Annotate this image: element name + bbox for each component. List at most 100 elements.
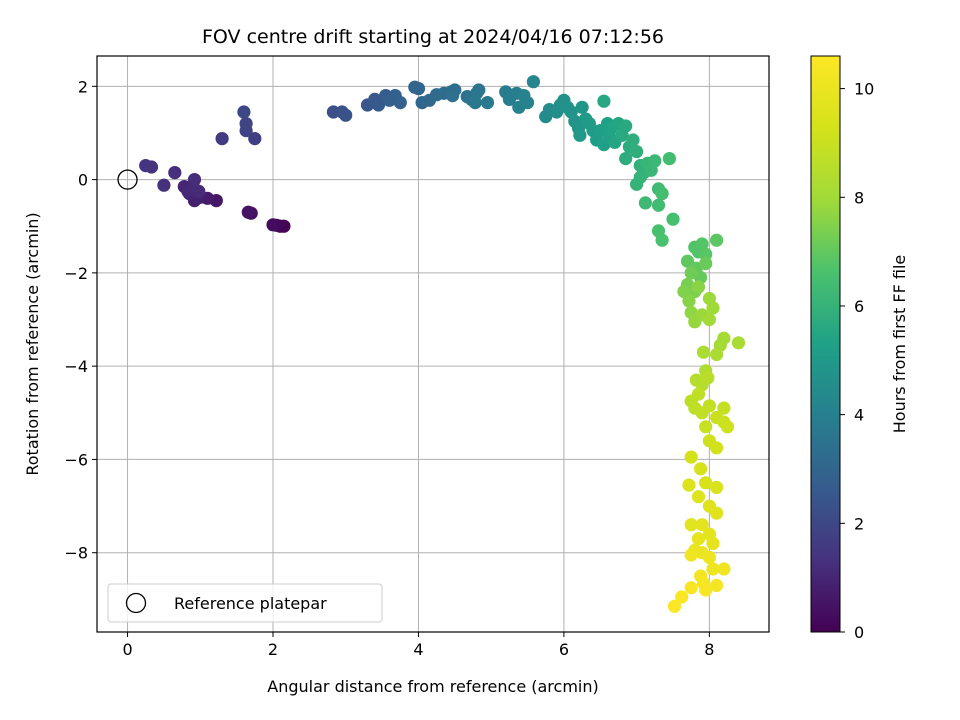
colorbar-ticks: 0 2 4 6 8 10 — [840, 80, 874, 642]
data-point — [702, 312, 717, 327]
data-point — [520, 96, 535, 110]
data-point — [684, 518, 698, 532]
data-point — [575, 100, 589, 114]
x-tick-label: 6 — [559, 640, 569, 659]
data-point — [682, 294, 696, 308]
data-point — [710, 441, 724, 455]
data-point — [699, 420, 713, 434]
data-point — [139, 159, 153, 173]
data-point — [731, 336, 746, 350]
data-point — [710, 506, 724, 520]
data-point — [662, 152, 677, 166]
data-point — [699, 476, 713, 490]
data-point — [619, 119, 633, 133]
plot-area — [97, 56, 769, 632]
legend: Reference platepar — [107, 583, 383, 623]
data-point — [684, 548, 698, 562]
data-point — [720, 420, 735, 434]
data-point — [446, 89, 460, 103]
y-tick-label: −6 — [64, 450, 88, 469]
data-point — [691, 490, 706, 504]
data-point — [695, 518, 709, 532]
y-tick-label: 2 — [78, 77, 88, 96]
data-point — [702, 399, 717, 413]
legend-label: Reference platepar — [174, 594, 327, 613]
x-tick-label: 8 — [704, 640, 714, 659]
y-tick-label: −4 — [64, 357, 88, 376]
data-points — [139, 75, 746, 613]
legend-marker-icon — [125, 592, 147, 614]
data-point — [626, 133, 640, 147]
plot-frame — [96, 55, 770, 633]
data-point — [710, 347, 724, 362]
data-point — [694, 462, 708, 476]
data-point — [684, 450, 698, 464]
x-tick-label: 0 — [122, 640, 132, 659]
grid-lines — [97, 56, 769, 632]
data-point — [573, 128, 587, 142]
y-tick-label: −2 — [64, 264, 88, 283]
data-point — [717, 331, 731, 345]
data-point — [651, 198, 666, 212]
data-point — [168, 166, 182, 180]
data-point — [619, 152, 633, 166]
data-point — [237, 105, 251, 119]
y-axis-ticks: −8 −6 −4 −2 0 2 — [64, 77, 97, 563]
data-point — [411, 82, 426, 96]
data-point — [702, 550, 717, 565]
data-point — [699, 583, 713, 597]
data-point — [699, 256, 713, 271]
data-point — [480, 96, 495, 110]
data-point — [684, 266, 698, 280]
data-point — [691, 532, 706, 546]
y-tick-label: 0 — [78, 171, 88, 190]
chart-title: FOV centre drift starting at 2024/04/16 … — [202, 26, 664, 48]
data-point — [187, 173, 202, 187]
data-point — [638, 196, 653, 210]
data-point — [215, 132, 229, 146]
data-point — [706, 562, 720, 576]
colorbar-tick-label: 4 — [854, 406, 864, 425]
data-point — [597, 94, 611, 108]
data-point — [526, 75, 541, 89]
data-point — [675, 590, 689, 604]
data-point — [717, 401, 731, 415]
data-point — [695, 237, 709, 251]
colorbar: 0 2 4 6 8 10 Hours from first FF file — [810, 55, 909, 642]
data-point — [699, 247, 713, 261]
colorbar-bar — [810, 55, 841, 633]
data-point — [468, 96, 482, 110]
x-axis-label: Angular distance from reference (arcmin) — [267, 677, 598, 696]
colorbar-tick-label: 6 — [854, 297, 864, 316]
data-point — [630, 145, 644, 159]
data-point — [706, 301, 720, 315]
data-point — [239, 117, 253, 131]
data-point — [667, 599, 682, 613]
data-point — [648, 154, 662, 168]
data-point — [655, 187, 669, 201]
colorbar-tick-label: 10 — [854, 80, 874, 99]
y-axis-label: Rotation from reference (arcmin) — [23, 212, 42, 475]
reference-point — [117, 169, 138, 190]
data-point — [241, 205, 255, 219]
data-point — [680, 254, 695, 268]
colorbar-label: Hours from first FF file — [890, 255, 909, 434]
data-point — [682, 478, 696, 492]
colorbar-tick-label: 2 — [854, 514, 864, 533]
data-point — [706, 536, 720, 551]
data-point — [710, 233, 724, 247]
data-point — [666, 212, 680, 226]
data-point — [696, 345, 711, 359]
x-axis-ticks: 0 2 4 6 8 — [122, 632, 714, 659]
data-point — [655, 233, 669, 247]
colorbar-tick-label: 8 — [854, 188, 864, 207]
data-point — [633, 170, 647, 184]
data-point — [371, 98, 386, 112]
legend-box — [107, 583, 383, 623]
data-point — [691, 280, 706, 294]
data-point — [157, 178, 171, 192]
data-point — [710, 578, 724, 593]
reference-marker — [117, 169, 138, 190]
data-point — [192, 184, 206, 198]
